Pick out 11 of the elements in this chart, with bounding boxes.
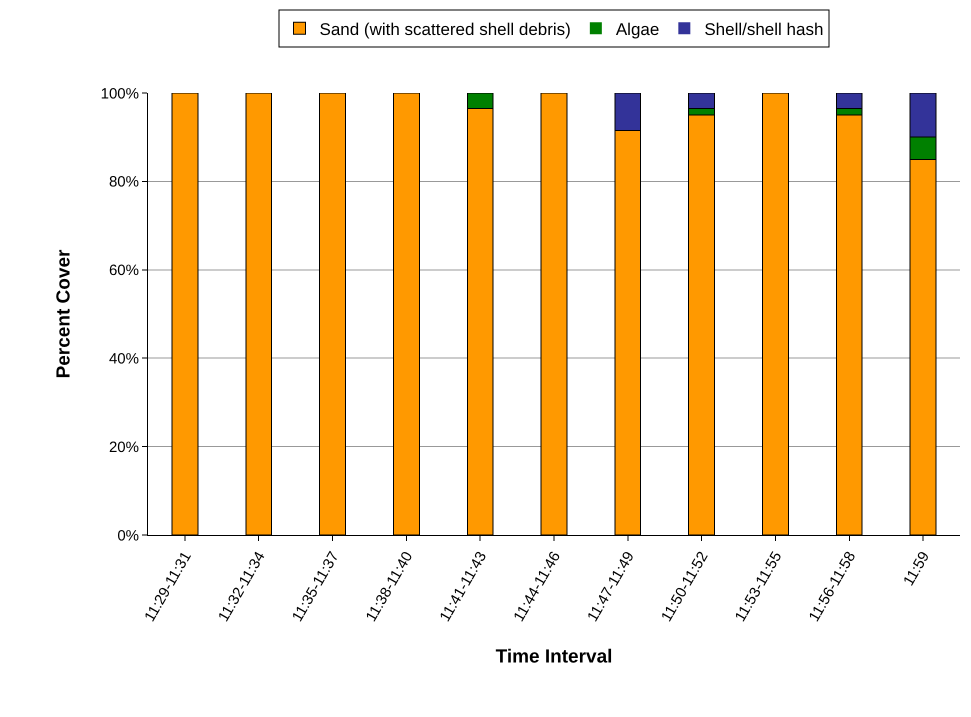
- x-axis-title: Time Interval: [496, 646, 612, 668]
- legend-label: Sand (with scattered shell debris): [320, 20, 571, 39]
- y-tick-label: 60%: [108, 262, 139, 280]
- y-tick-label: 80%: [108, 174, 139, 191]
- y-tick-label: 100%: [100, 85, 139, 102]
- legend-label: Shell/shell hash: [704, 20, 824, 39]
- y-axis-title: Percent Cover: [53, 248, 74, 378]
- y-tick-label: 20%: [108, 438, 139, 456]
- y-tick-label: 0%: [117, 527, 139, 544]
- y-tick-label: 40%: [108, 350, 139, 368]
- legend-label: Algae: [616, 20, 660, 39]
